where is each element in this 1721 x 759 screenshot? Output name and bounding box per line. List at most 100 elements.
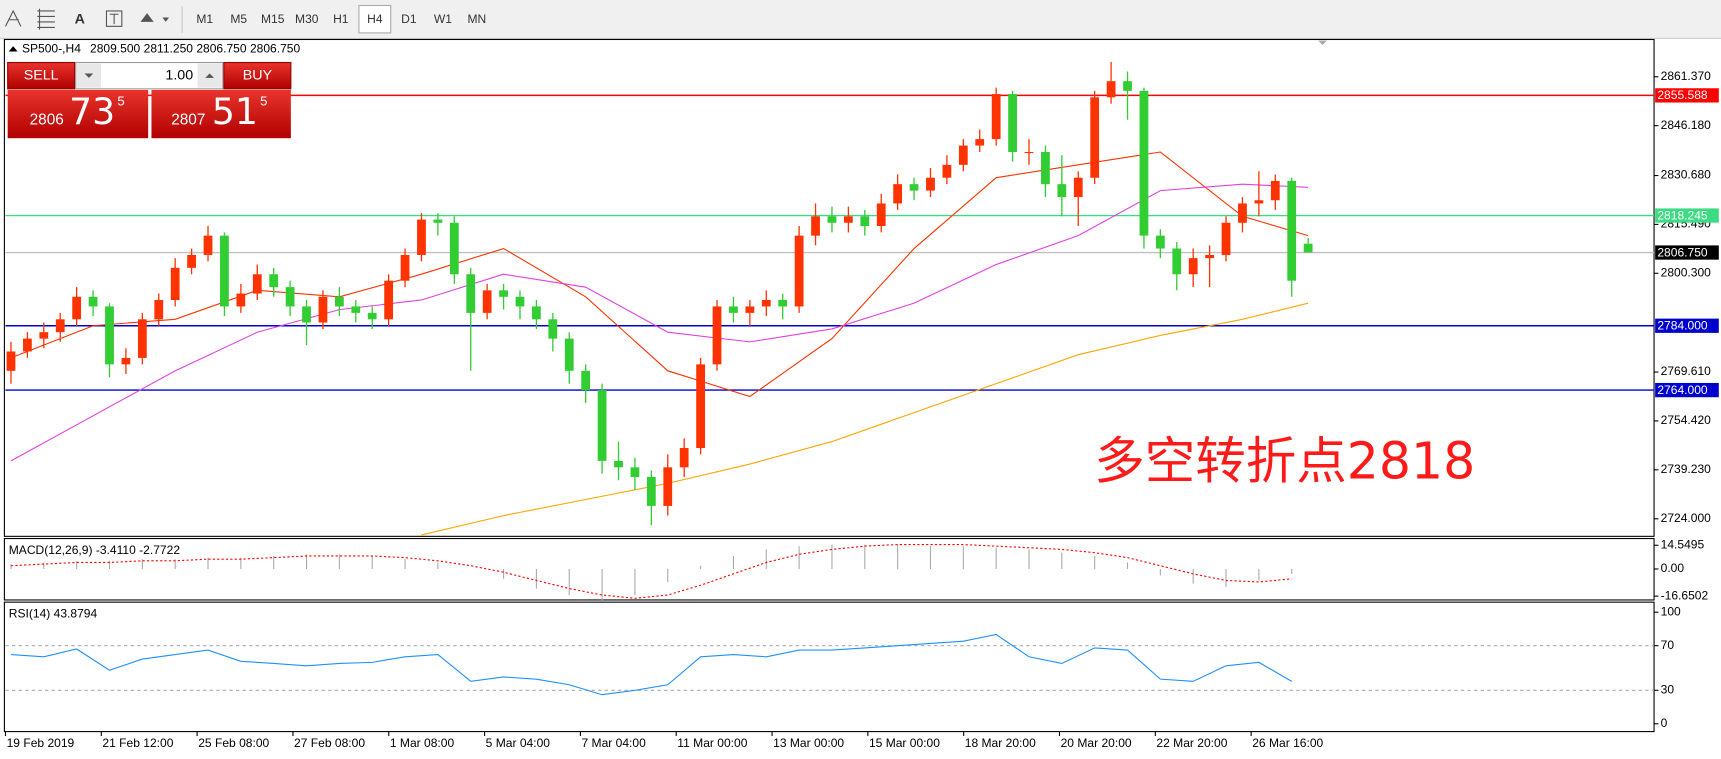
level-label: 2855.588 [1657, 88, 1708, 102]
quote: 2809.500 2811.250 2806.750 2806.750 [90, 42, 301, 56]
x-tick-label: 5 Mar 04:00 [486, 736, 551, 750]
candle-body [564, 338, 574, 371]
timeframe-label[interactable]: H4 [367, 12, 383, 26]
level-badge [1655, 245, 1719, 260]
candle-body [121, 357, 131, 365]
candle-body [876, 203, 886, 226]
candle-body [236, 293, 246, 307]
timeframe-label[interactable]: H1 [333, 12, 349, 26]
candle-body [712, 306, 722, 365]
candle-body [630, 467, 640, 477]
y-tick-label: 70 [1661, 638, 1675, 652]
lot-value[interactable]: 1.00 [165, 67, 193, 83]
candle-body [170, 267, 180, 300]
level-badge [1655, 382, 1719, 398]
timeframe-button[interactable] [358, 4, 392, 34]
candle-body [23, 338, 32, 352]
candle-body [88, 296, 98, 307]
candle-body [482, 290, 492, 313]
candle-body [646, 476, 656, 506]
candle-body [860, 216, 870, 226]
buy-price-head: 2807 [171, 112, 205, 129]
candle-body [663, 467, 673, 506]
rsi-line [10, 633, 1293, 696]
candle-body [1303, 243, 1313, 253]
candle-body [318, 296, 328, 323]
x-tick-label: 1 Mar 08:00 [390, 736, 455, 750]
candle-body [1287, 180, 1297, 281]
chart-layers: 2861.3702846.1802830.6802815.4902800.300… [4, 61, 1719, 750]
timeframe-label[interactable]: M5 [230, 12, 247, 26]
candle-body [696, 364, 705, 449]
candle-body [334, 296, 344, 307]
candle-body [1024, 151, 1034, 154]
candle-body [1221, 222, 1231, 255]
y-tick-label: 2724.000 [1661, 511, 1712, 525]
toolbar [0, 0, 1721, 39]
buy-label[interactable]: BUY [243, 67, 273, 83]
timeframe-label[interactable]: M1 [196, 12, 213, 26]
sell-button[interactable] [7, 61, 76, 90]
candle-body [909, 184, 919, 191]
y-tick-label: 2739.230 [1661, 462, 1712, 476]
buy-price-tail: 5 [260, 93, 267, 108]
candle-body [1008, 94, 1017, 152]
tool-icon[interactable] [37, 8, 55, 30]
sell-price-head: 2806 [30, 112, 64, 129]
candle-body [433, 219, 443, 223]
candle-body [39, 332, 49, 339]
candle-body [384, 280, 394, 320]
timeframe-label[interactable]: M15 [261, 12, 285, 26]
x-tick-label: 22 Mar 20:00 [1156, 736, 1227, 750]
candle-body [302, 306, 311, 323]
candle-body [285, 287, 295, 307]
x-tick-label: 20 Mar 20:00 [1061, 736, 1132, 750]
timeframe-label[interactable]: M30 [295, 12, 319, 26]
tool-crosshair[interactable] [4, 9, 22, 27]
moving-average [10, 183, 1309, 462]
macd-panel [3, 537, 1655, 601]
candle-body [679, 448, 689, 468]
candle-body [220, 235, 229, 307]
candle-body [269, 274, 279, 288]
tool-label-icon [109, 13, 119, 25]
buy-button[interactable] [223, 61, 292, 90]
candle-body [1205, 254, 1215, 259]
y-tick-label: 2861.370 [1661, 69, 1712, 83]
tool-label[interactable] [105, 10, 123, 27]
candle-body [1057, 184, 1067, 198]
level-label: 2818.245 [1657, 208, 1708, 222]
candle-body [794, 235, 804, 307]
x-tick-label: 15 Mar 00:00 [869, 736, 940, 750]
tool-shapes[interactable] [140, 13, 170, 22]
candle-body [1172, 248, 1182, 275]
level-badge [1655, 88, 1719, 103]
candle-body [187, 254, 196, 268]
candle-body [843, 216, 853, 223]
tool-text[interactable]: A [75, 12, 85, 28]
tool-fibo[interactable] [37, 8, 55, 30]
candle-body [975, 139, 985, 146]
buy-price-box[interactable] [151, 89, 291, 139]
candle-body [351, 306, 361, 313]
shift-marker [1318, 40, 1327, 45]
candle-body [449, 222, 459, 275]
y-tick-label: -16.6502 [1661, 588, 1709, 602]
candle-body [1106, 81, 1116, 98]
sell-price-box[interactable] [7, 89, 149, 139]
moving-average [10, 151, 1309, 398]
candle-body [6, 351, 16, 371]
x-tick-label: 11 Mar 00:00 [677, 736, 747, 750]
header-icon [8, 46, 18, 52]
level-label: 2784.000 [1657, 318, 1708, 332]
timeframe-label[interactable]: W1 [434, 12, 452, 26]
candle-body [761, 299, 771, 307]
timeframe-label[interactable]: D1 [401, 12, 417, 26]
sell-label[interactable]: SELL [24, 67, 59, 83]
tool-icon[interactable] [4, 9, 22, 27]
timeframe-label[interactable]: MN [468, 12, 487, 26]
candle-body [203, 235, 213, 255]
y-tick-label: 0 [1661, 716, 1668, 730]
candle-body [400, 254, 410, 281]
